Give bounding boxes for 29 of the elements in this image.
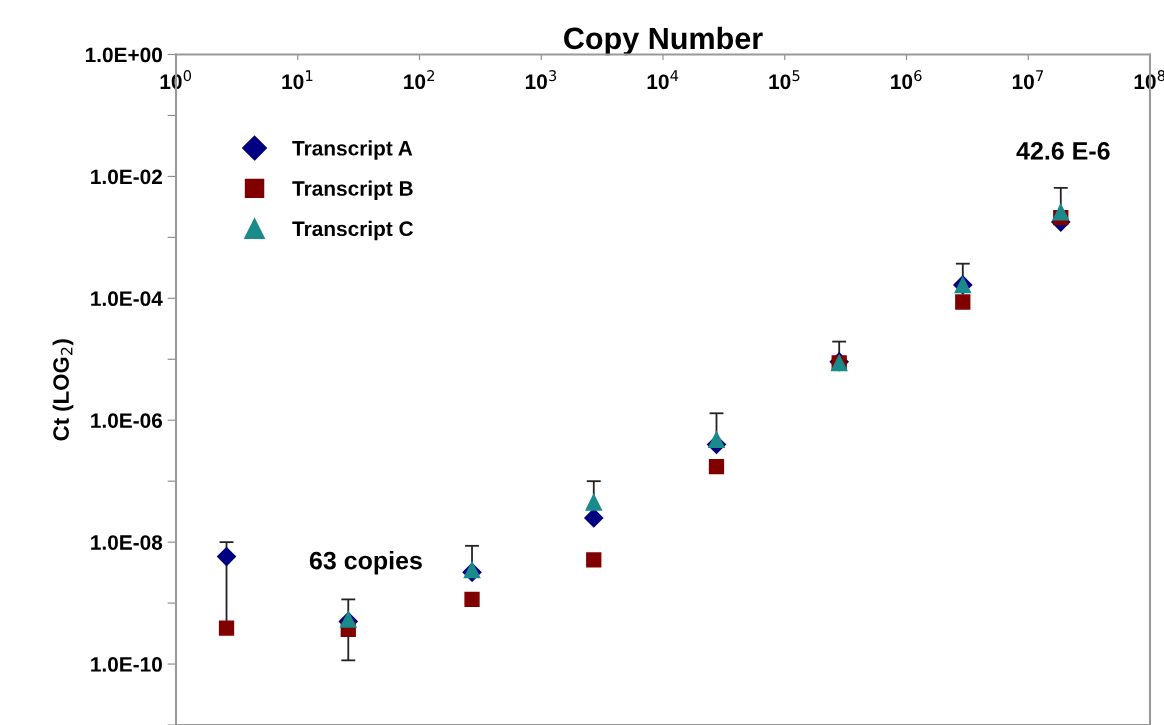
y-axis-title: Ct (LOG$_{2}$)	[52, 339, 74, 441]
point	[586, 552, 602, 568]
point	[464, 591, 480, 608]
point	[955, 294, 971, 310]
x-tick-label: 10$^{6}$	[891, 70, 922, 90]
legend-label: Transcript B	[292, 180, 413, 200]
point	[584, 508, 604, 528]
x-tick-label: 10$^{1}$	[282, 70, 313, 90]
annotation: 63 copies	[309, 551, 422, 575]
y-tick-label: 1.0E-04	[91, 291, 163, 307]
legend-label: Transcript C	[292, 220, 414, 241]
point	[585, 493, 603, 511]
y-tick-label: 1.0E-08	[91, 535, 163, 550]
point	[218, 620, 235, 636]
legend-label: Transcript A	[292, 140, 413, 160]
x-axis-title: Copy Number	[564, 26, 763, 56]
annotation: 42.6 E-6	[1016, 142, 1110, 160]
point	[708, 431, 725, 448]
y-tick-label: 1.0E-02	[91, 169, 162, 185]
x-tick-label: 10$^{5}$	[769, 70, 800, 90]
y-tick-label: 1.0E-06	[91, 413, 163, 428]
point	[708, 458, 725, 475]
x-tick-label: 10$^{3}$	[525, 70, 557, 90]
x-tick-label: 10$^{7}$	[1012, 70, 1043, 90]
point	[216, 547, 237, 567]
x-tick-label: 10$^{2}$	[404, 70, 435, 90]
y-tick-label: 1.0E+00	[85, 47, 162, 63]
y-tick-label: 1.0E-10	[91, 657, 162, 672]
x-tick-label: 10$^{4}$	[647, 70, 679, 90]
